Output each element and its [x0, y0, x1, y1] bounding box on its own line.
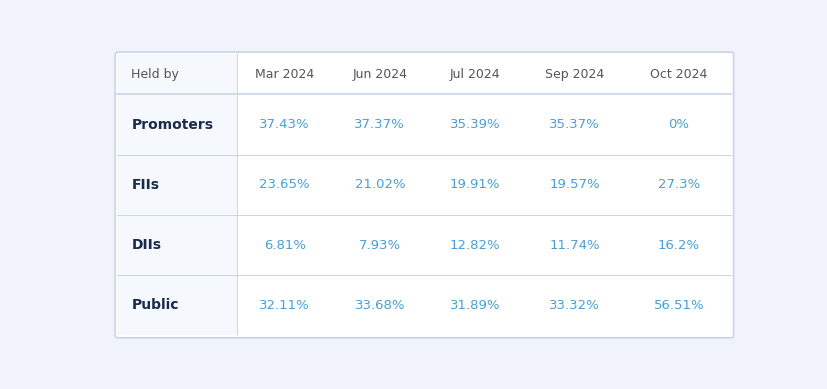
Text: Oct 2024: Oct 2024 — [649, 68, 707, 81]
Text: 33.32%: 33.32% — [548, 299, 600, 312]
Text: 16.2%: 16.2% — [657, 238, 700, 252]
Text: 23.65%: 23.65% — [259, 178, 309, 191]
Text: Jul 2024: Jul 2024 — [449, 68, 500, 81]
Text: FIIs: FIIs — [131, 178, 160, 192]
Text: 27.3%: 27.3% — [657, 178, 700, 191]
Text: 6.81%: 6.81% — [263, 238, 305, 252]
Text: Sep 2024: Sep 2024 — [544, 68, 604, 81]
Text: 37.37%: 37.37% — [354, 118, 404, 131]
Text: Mar 2024: Mar 2024 — [255, 68, 314, 81]
Text: 7.93%: 7.93% — [358, 238, 400, 252]
Text: Public: Public — [131, 298, 179, 312]
Text: 33.68%: 33.68% — [354, 299, 404, 312]
Text: 11.74%: 11.74% — [549, 238, 600, 252]
Text: 19.91%: 19.91% — [449, 178, 500, 191]
Text: 32.11%: 32.11% — [259, 299, 309, 312]
Text: Jun 2024: Jun 2024 — [352, 68, 407, 81]
Text: 35.39%: 35.39% — [449, 118, 500, 131]
Text: 19.57%: 19.57% — [549, 178, 600, 191]
Text: DIIs: DIIs — [131, 238, 161, 252]
Text: 31.89%: 31.89% — [449, 299, 500, 312]
Text: 37.43%: 37.43% — [259, 118, 309, 131]
Text: Held by: Held by — [131, 68, 179, 81]
Text: 12.82%: 12.82% — [449, 238, 500, 252]
Text: 0%: 0% — [667, 118, 689, 131]
Text: Promoters: Promoters — [131, 117, 213, 131]
Text: 56.51%: 56.51% — [653, 299, 704, 312]
FancyBboxPatch shape — [115, 52, 733, 338]
Text: 35.37%: 35.37% — [548, 118, 600, 131]
Bar — [117, 54, 237, 335]
Text: 21.02%: 21.02% — [354, 178, 404, 191]
